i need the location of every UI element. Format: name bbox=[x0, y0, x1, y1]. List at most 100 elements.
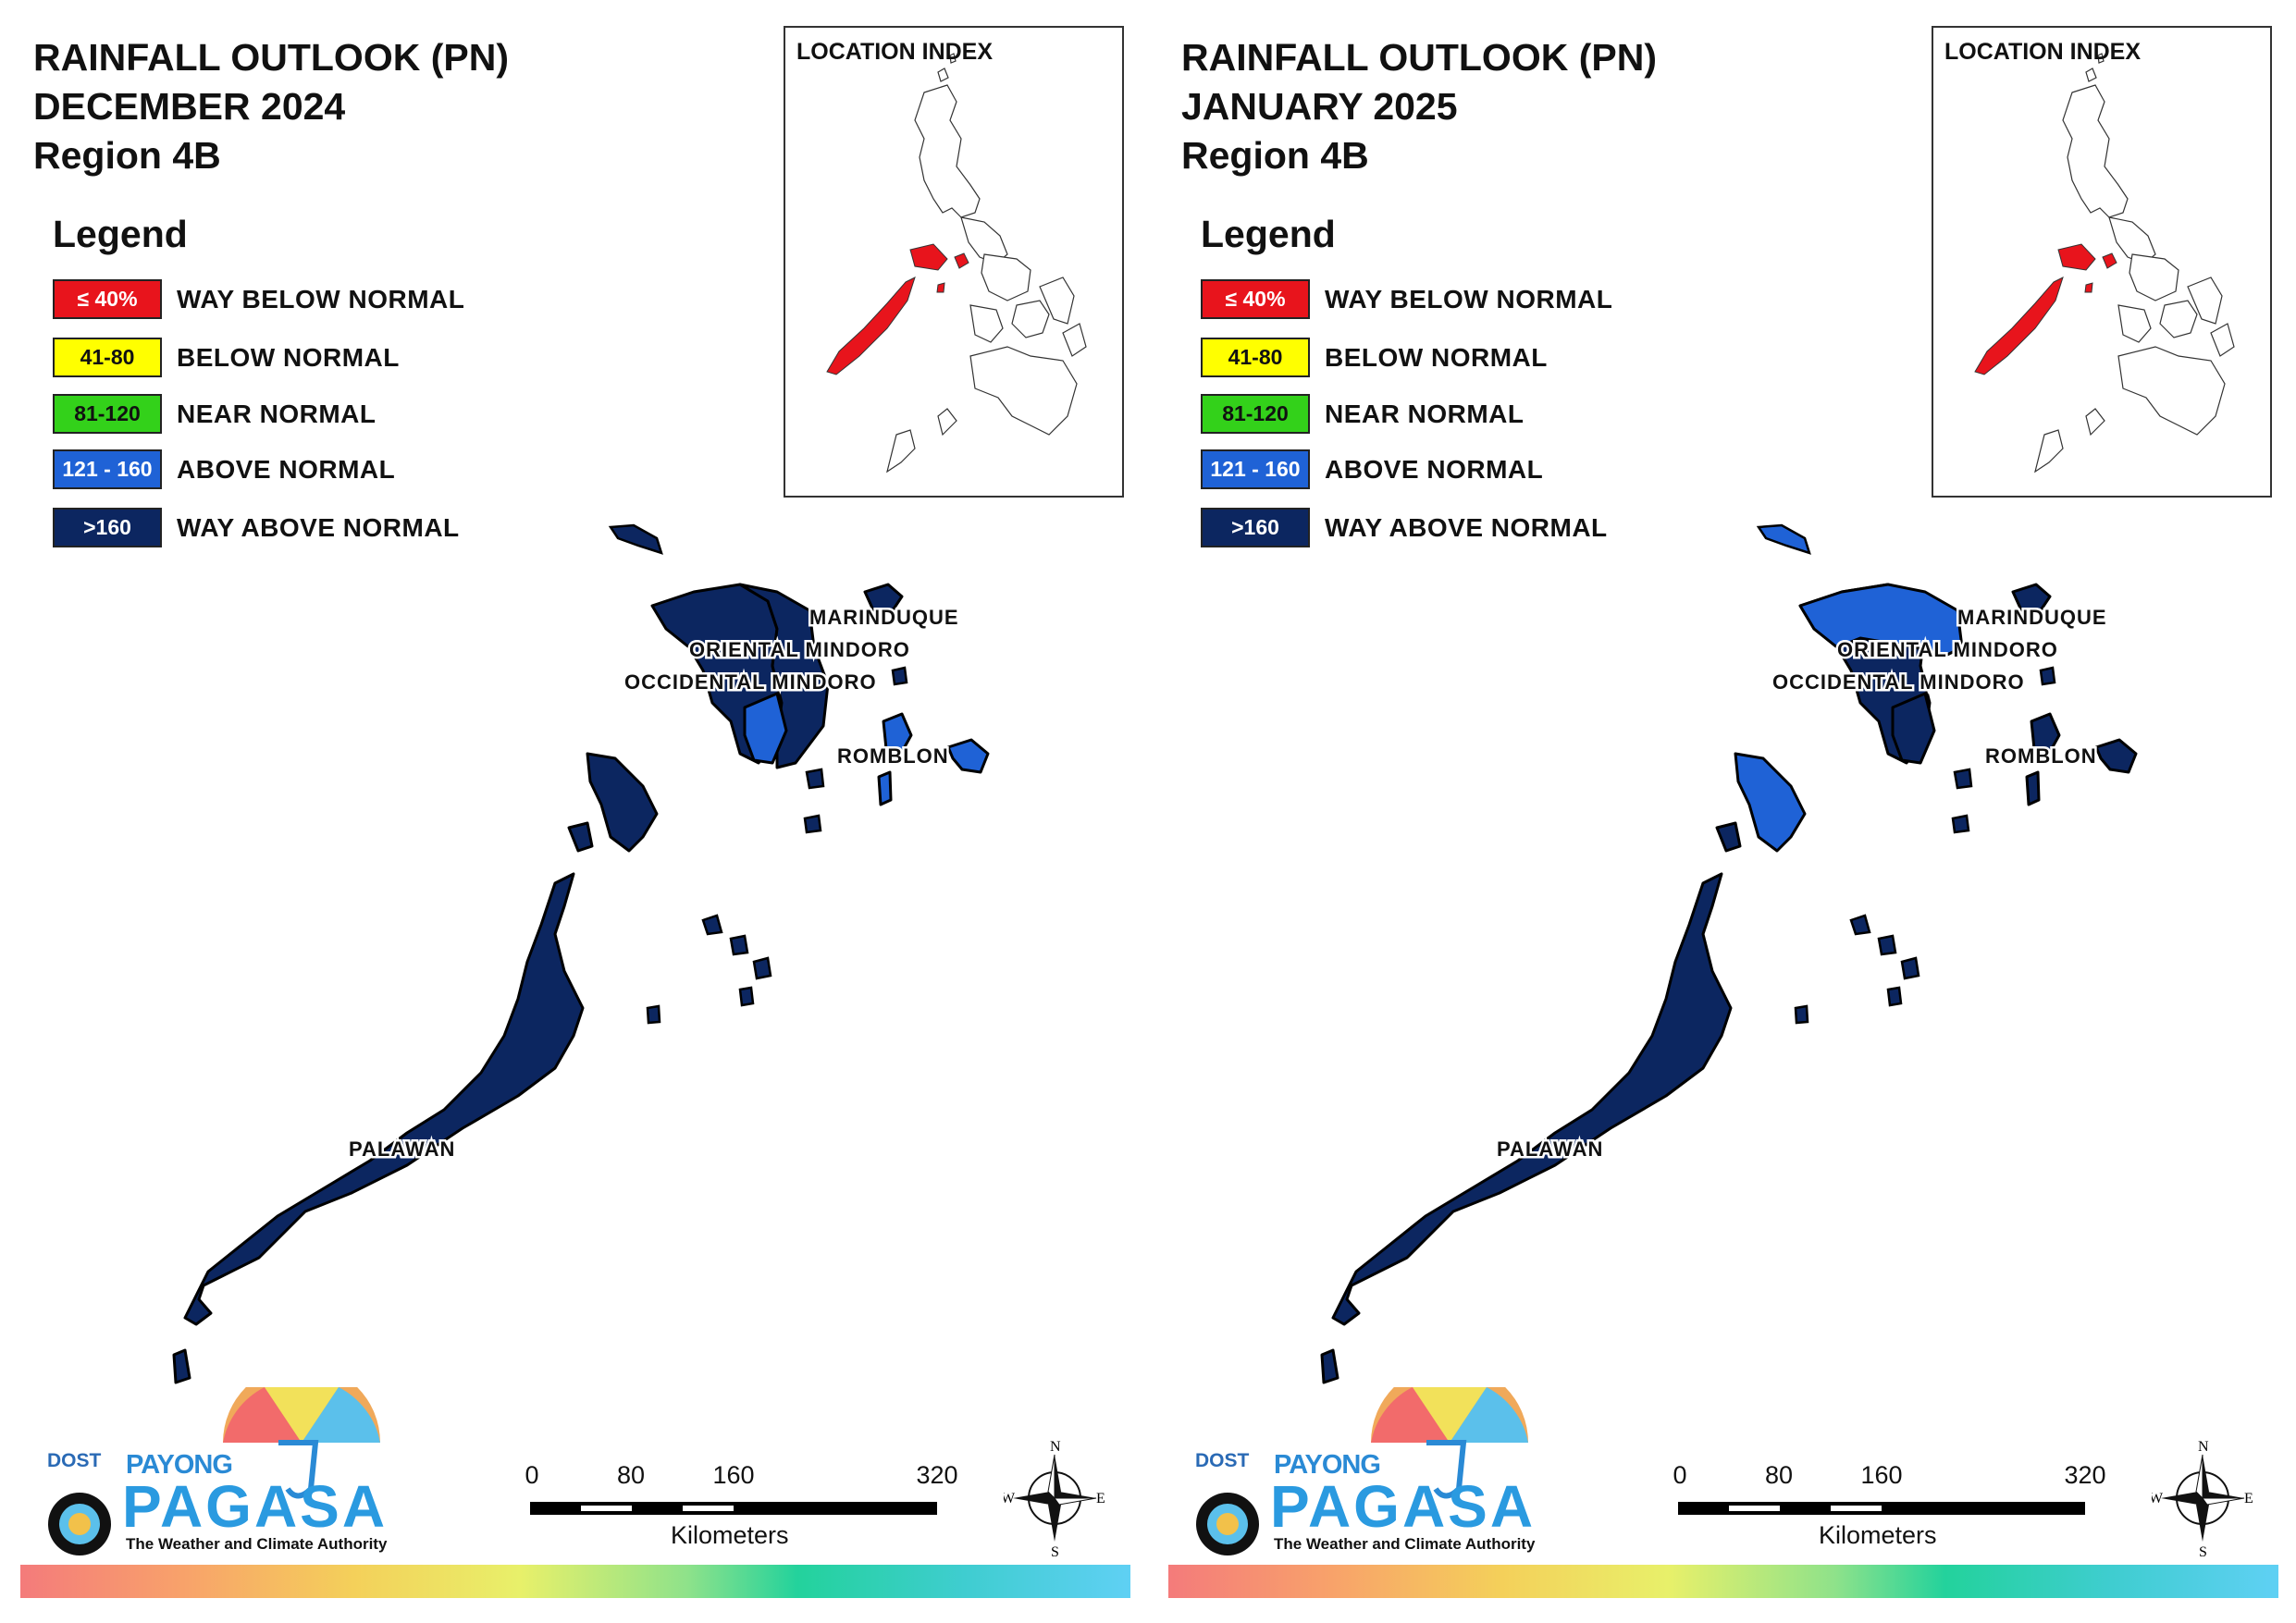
logo-tagline: The Weather and Climate Authority bbox=[1274, 1535, 1536, 1553]
legend-item-way-above: >160 WAY ABOVE NORMAL bbox=[53, 508, 515, 549]
north-arrow-compass: N S E W bbox=[1001, 1438, 1105, 1560]
legend-label: BELOW NORMAL bbox=[177, 343, 400, 372]
scale-tick-160: 160 bbox=[1860, 1461, 1903, 1489]
umbrella-logo-graphic bbox=[1196, 1387, 1528, 1555]
legend-item-below: 41-80 BELOW NORMAL bbox=[1201, 338, 1663, 379]
payong-pagasa-logo: DOST PAYONG PAGASA The Weather and Clima… bbox=[1181, 1387, 1551, 1563]
legend-swatch: ≤ 40% bbox=[53, 279, 162, 319]
label-marinduque: MARINDUQUE bbox=[1957, 606, 2107, 629]
legend-swatch: 121 - 160 bbox=[1201, 449, 1310, 489]
title-line-2: JANUARY 2025 bbox=[1181, 85, 1458, 128]
scale-tick-320: 320 bbox=[916, 1461, 958, 1489]
location-index-title: LOCATION INDEX bbox=[1944, 39, 2142, 65]
location-index-inset: LOCATION INDEX bbox=[1932, 26, 2272, 498]
scale-bar-graphic bbox=[1678, 1502, 2085, 1515]
legend-swatch: ≤ 40% bbox=[1201, 279, 1310, 319]
romblon-main-shape bbox=[2030, 712, 2061, 762]
region-4b-map: MARINDUQUE ORIENTAL MINDORO OCCIDENTAL M… bbox=[0, 518, 1148, 1406]
compass-e: E bbox=[1096, 1491, 1105, 1506]
legend-swatch: 121 - 160 bbox=[53, 449, 162, 489]
title-line-1: RAINFALL OUTLOOK (PN) bbox=[33, 36, 509, 79]
label-palawan: PALAWAN bbox=[349, 1137, 455, 1161]
compass-s: S bbox=[2199, 1544, 2207, 1558]
scale-unit-label: Kilometers bbox=[1819, 1521, 1937, 1549]
region-map-svg: MARINDUQUE ORIENTAL MINDORO OCCIDENTAL M… bbox=[172, 523, 990, 1384]
balabac-shape bbox=[1320, 1348, 1339, 1384]
scale-tick-0: 0 bbox=[1673, 1461, 1687, 1489]
compass-w: W bbox=[2152, 1491, 2164, 1506]
legend-swatch: >160 bbox=[53, 508, 162, 547]
legend-swatch: 81-120 bbox=[1201, 394, 1310, 434]
legend-label: WAY BELOW NORMAL bbox=[1325, 285, 1613, 314]
scale-tick-0: 0 bbox=[525, 1461, 539, 1489]
logo-pagasa-text: PAGASA bbox=[122, 1473, 389, 1540]
map-title: RAINFALL OUTLOOK (PN) DECEMBER 2024 Regi… bbox=[33, 33, 509, 180]
romblon-main-shape bbox=[882, 712, 913, 762]
gradient-footer-bar bbox=[20, 1565, 1130, 1598]
legend-label: BELOW NORMAL bbox=[1325, 343, 1548, 372]
title-line-3: Region 4B bbox=[1181, 134, 1369, 177]
title-line-3: Region 4B bbox=[33, 134, 221, 177]
legend-label: NEAR NORMAL bbox=[1325, 400, 1524, 428]
location-index-title: LOCATION INDEX bbox=[796, 39, 994, 65]
payong-pagasa-logo: DOST PAYONG PAGASA The Weather and Clima… bbox=[33, 1387, 403, 1563]
scale-tick-80: 80 bbox=[1764, 1461, 1794, 1489]
legend-label: ABOVE NORMAL bbox=[1325, 455, 1544, 484]
mindoro-south-shape bbox=[1891, 692, 1936, 765]
compass-e: E bbox=[2244, 1491, 2253, 1506]
region-4b-map: MARINDUQUE ORIENTAL MINDORO OCCIDENTAL M… bbox=[1148, 518, 2296, 1406]
legend-label: WAY BELOW NORMAL bbox=[177, 285, 465, 314]
philippines-outline-map bbox=[826, 53, 1087, 473]
logo-tagline: The Weather and Climate Authority bbox=[126, 1535, 388, 1553]
outlook-panel-january: RAINFALL OUTLOOK (PN) JANUARY 2025 Regio… bbox=[1148, 0, 2296, 1623]
compass-rose-icon: N S E W bbox=[2149, 1439, 2253, 1560]
legend-title: Legend bbox=[1201, 213, 1336, 255]
scale-tick-320: 320 bbox=[2064, 1461, 2106, 1489]
legend-swatch: 41-80 bbox=[53, 338, 162, 377]
palawan-shape bbox=[183, 872, 585, 1326]
romblon-tablas-shape bbox=[877, 770, 893, 806]
balabac-shape bbox=[172, 1348, 191, 1384]
label-romblon: ROMBLON bbox=[837, 744, 949, 768]
marinduque-shape bbox=[2011, 583, 2052, 614]
legend-item-way-below: ≤ 40% WAY BELOW NORMAL bbox=[1201, 279, 1663, 321]
scale-tick-160: 160 bbox=[712, 1461, 755, 1489]
title-line-1: RAINFALL OUTLOOK (PN) bbox=[1181, 36, 1657, 79]
logo-dost-text: DOST bbox=[47, 1450, 102, 1471]
oriental-mindoro-shape bbox=[738, 583, 830, 769]
philippines-outline-map bbox=[1974, 53, 2235, 473]
compass-n: N bbox=[1050, 1439, 1061, 1455]
label-romblon: ROMBLON bbox=[1985, 744, 2097, 768]
region-map-svg: MARINDUQUE ORIENTAL MINDORO OCCIDENTAL M… bbox=[1320, 523, 2138, 1384]
logo-payong-text: PAYONG bbox=[126, 1450, 233, 1480]
outlook-panel-december: RAINFALL OUTLOOK (PN) DECEMBER 2024 Regi… bbox=[0, 26, 1148, 1598]
location-index-inset: LOCATION INDEX bbox=[784, 26, 1124, 498]
palawan-shape bbox=[1331, 872, 1733, 1326]
small-islands bbox=[1756, 523, 2056, 1025]
label-palawan: PALAWAN bbox=[1497, 1137, 1603, 1161]
legend-swatch: >160 bbox=[1201, 508, 1310, 547]
legend-item-near: 81-120 NEAR NORMAL bbox=[1201, 394, 1663, 436]
mindoro-south-shape bbox=[743, 692, 788, 765]
palawan-north-shape bbox=[1734, 752, 1807, 853]
legend-item-below: 41-80 BELOW NORMAL bbox=[53, 338, 515, 379]
legend-label: WAY ABOVE NORMAL bbox=[1325, 513, 1608, 542]
scale-bar: 0 80 160 320 Kilometers bbox=[525, 1461, 957, 1549]
gradient-footer-bar bbox=[1168, 1565, 2278, 1598]
north-arrow-compass: N S E W bbox=[2149, 1438, 2253, 1560]
small-islands bbox=[608, 523, 908, 1025]
scale-bar: 0 80 160 320 Kilometers bbox=[1673, 1461, 2105, 1549]
label-marinduque: MARINDUQUE bbox=[809, 606, 959, 629]
logo-dost-text: DOST bbox=[1195, 1450, 1250, 1471]
palawan-linapacan-shape bbox=[567, 821, 594, 853]
oriental-mindoro-shape bbox=[1798, 583, 1964, 658]
romblon-sibuyan-shape bbox=[2094, 738, 2138, 774]
legend-item-way-above: >160 WAY ABOVE NORMAL bbox=[1201, 508, 1663, 549]
legend-label: ABOVE NORMAL bbox=[177, 455, 396, 484]
label-oriental-mindoro: ORIENTAL MINDORO bbox=[689, 638, 910, 661]
map-title: RAINFALL OUTLOOK (PN) JANUARY 2025 Regio… bbox=[1181, 33, 1657, 180]
legend-swatch: 81-120 bbox=[53, 394, 162, 434]
compass-s: S bbox=[1051, 1544, 1059, 1558]
romblon-sibuyan-shape bbox=[946, 738, 990, 774]
label-oriental-mindoro: ORIENTAL MINDORO bbox=[1837, 638, 2058, 661]
